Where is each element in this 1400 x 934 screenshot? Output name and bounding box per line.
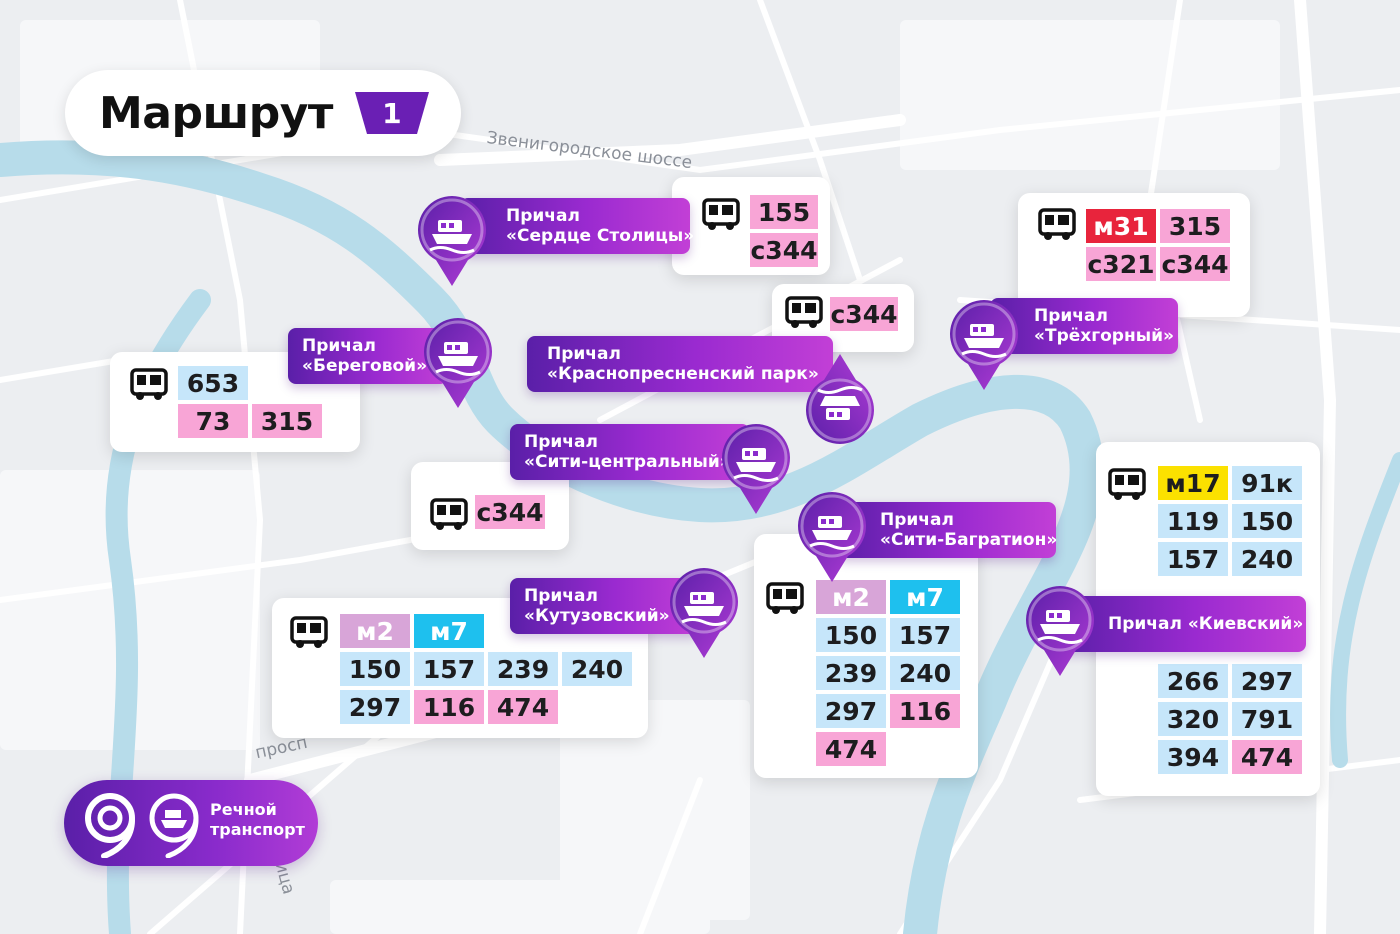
pier-label-line: Причал — [524, 432, 598, 452]
pier-label-line: Причал — [506, 206, 580, 226]
pier-label-line: Причал — [1034, 306, 1108, 326]
route-cell[interactable]: с344 — [750, 233, 818, 267]
route-cell[interactable]: с344 — [475, 495, 545, 529]
route-cell[interactable]: 653 — [178, 366, 248, 400]
route-cell[interactable]: 155 — [750, 195, 818, 229]
river-transport-brand: Речной транспорт — [64, 780, 318, 866]
boat-pin-icon[interactable] — [1022, 580, 1098, 678]
route-cell[interactable]: 157 — [890, 618, 960, 652]
route-cell[interactable]: 320 — [1158, 702, 1228, 736]
route-cell[interactable]: м31 — [1086, 209, 1156, 243]
route-cell[interactable]: 91к — [1232, 466, 1302, 500]
route-cell[interactable]: м2 — [816, 580, 886, 614]
pier-label-line: «Трёхгорный» — [1034, 326, 1174, 346]
route-cell-empty — [562, 690, 632, 724]
bus-icon — [430, 498, 470, 532]
route-cell[interactable]: 150 — [816, 618, 886, 652]
pier-label-line: «Береговой» — [302, 356, 428, 376]
pier-label-line: «Сити-Багратион» — [880, 530, 1058, 550]
route-cell[interactable]: с344 — [1160, 247, 1230, 281]
route-cell[interactable]: 116 — [890, 694, 960, 728]
pier-label-line: «Сердце Столицы» — [506, 226, 695, 246]
pier-label-krasnopresnensky[interactable]: Причал «Краснопресненский парк» — [527, 336, 833, 392]
route-cell[interactable]: 239 — [816, 656, 886, 690]
bus-icon — [702, 198, 742, 232]
route-cell[interactable]: 240 — [562, 652, 632, 686]
route-cell[interactable]: 791 — [1232, 702, 1302, 736]
route-cell-empty — [890, 732, 960, 766]
route-cell[interactable]: 157 — [414, 652, 484, 686]
pier-label-line: «Сити-центральный» — [524, 452, 731, 472]
brand-line: транспорт — [210, 820, 305, 839]
pier-label-siti-central[interactable]: Причал «Сити-центральный» — [510, 424, 750, 480]
route-cell[interactable]: м7 — [890, 580, 960, 614]
pier-label-beregovoy[interactable]: Причал «Береговой» — [288, 328, 448, 384]
bus-card-c344-top: с344 — [772, 284, 914, 352]
pier-label-siti-bagration[interactable]: Причал «Сити-Багратион» — [836, 502, 1058, 558]
pier-label-line: Причал — [547, 344, 621, 364]
route-title-card: Маршрут 1 — [65, 70, 461, 156]
bus-icon — [785, 296, 825, 330]
route-cell[interactable]: м7 — [414, 614, 484, 648]
bus-icon — [130, 368, 170, 402]
route-cell[interactable]: 315 — [1160, 209, 1230, 243]
route-cell[interactable]: 240 — [1232, 542, 1302, 576]
boat-pin-icon[interactable] — [802, 352, 878, 450]
route-cell[interactable]: 150 — [340, 652, 410, 686]
bus-icon — [1038, 208, 1078, 242]
route-cell[interactable]: 116 — [414, 690, 484, 724]
pier-label-line: Причал — [524, 586, 598, 606]
pier-label-line: Причал — [302, 336, 376, 356]
metro-nine-logo-icon — [85, 793, 135, 858]
route-cell[interactable]: 297 — [1232, 664, 1302, 698]
route-cell[interactable]: м17 — [1158, 466, 1228, 500]
route-cell[interactable]: 73 — [178, 404, 248, 438]
bus-card-bagration: м2 м7 150 157 239 240 297 116 474 — [754, 534, 978, 778]
brand-line: Речной — [210, 800, 277, 819]
boat-pin-icon[interactable] — [946, 294, 1022, 392]
route-cell[interactable]: 240 — [890, 656, 960, 690]
route-cell[interactable]: с344 — [830, 297, 898, 331]
route-cell[interactable]: 119 — [1158, 504, 1228, 538]
route-cell[interactable]: 297 — [816, 694, 886, 728]
route-cell[interactable]: м2 — [340, 614, 410, 648]
pier-label-trekhgorny[interactable]: Причал «Трёхгорный» — [990, 298, 1178, 354]
pier-label-line: Причал «Киевский» — [1108, 614, 1304, 634]
bus-card-serdtse: 155 с344 — [672, 177, 830, 275]
boat-pin-icon[interactable] — [718, 418, 794, 516]
bus-icon — [1108, 468, 1148, 502]
river-branch-east — [1330, 452, 1400, 768]
route-cell[interactable]: 474 — [488, 690, 558, 724]
pier-label-kievsky[interactable]: Причал «Киевский» — [1060, 596, 1306, 652]
route-cell[interactable]: 157 — [1158, 542, 1228, 576]
route-cell[interactable]: 150 — [1232, 504, 1302, 538]
bus-card-siti-central: с344 — [411, 462, 569, 550]
boat-pin-icon[interactable] — [794, 486, 870, 584]
route-number: 1 — [382, 96, 402, 130]
route-title: Маршрут — [99, 87, 333, 139]
bus-icon — [290, 616, 330, 650]
route-cell[interactable]: 474 — [1232, 740, 1302, 774]
boat-logo-icon — [149, 793, 199, 858]
bus-icon — [766, 582, 806, 616]
bus-card-trekhgorny: м31 315 с321 с344 — [1018, 193, 1250, 317]
route-cell[interactable]: 297 — [340, 690, 410, 724]
moskva-river — [0, 140, 1104, 934]
route-cell[interactable]: 315 — [252, 404, 322, 438]
pier-label-serdtse[interactable]: Причал «Сердце Столицы» — [460, 198, 695, 254]
route-cell[interactable]: с321 — [1086, 247, 1156, 281]
boat-pin-icon[interactable] — [420, 312, 496, 410]
pier-label-kutuzovsky[interactable]: Причал «Кутузовский» — [510, 578, 700, 634]
route-number-badge: 1 — [354, 92, 429, 134]
route-cell[interactable]: 394 — [1158, 740, 1228, 774]
pier-label-line: «Кутузовский» — [524, 606, 670, 626]
pier-label-line: «Краснопресненский парк» — [547, 364, 819, 384]
boat-pin-icon[interactable] — [666, 562, 742, 660]
route-cell[interactable]: 239 — [488, 652, 558, 686]
route-cell[interactable]: 266 — [1158, 664, 1228, 698]
pier-label-line: Причал — [880, 510, 954, 530]
boat-pin-icon[interactable] — [414, 190, 490, 288]
route-cell[interactable]: 474 — [816, 732, 886, 766]
